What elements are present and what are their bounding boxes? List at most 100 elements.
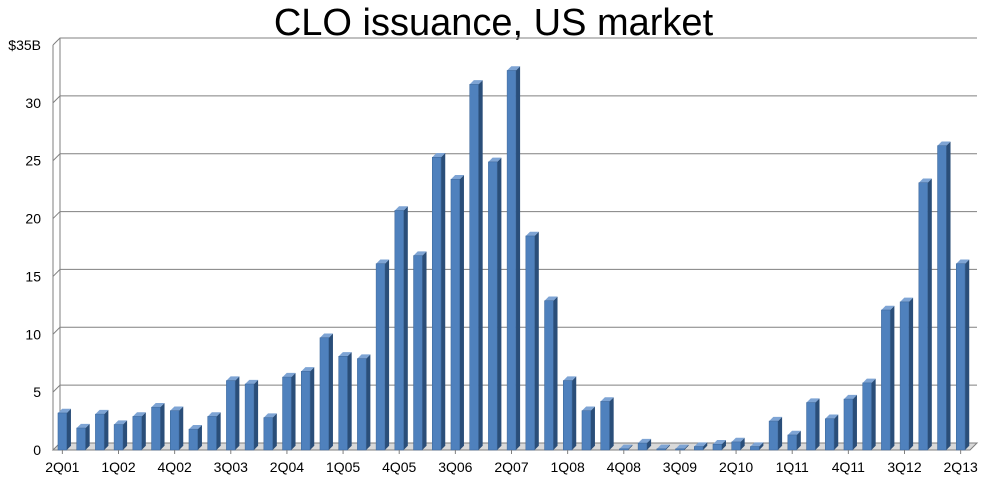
bar-side: [179, 406, 184, 450]
bar-top: [469, 80, 483, 85]
y-tick-label: 25: [25, 153, 41, 169]
bar: [731, 441, 741, 451]
bar: [862, 382, 872, 451]
bar: [469, 84, 479, 451]
bar-side: [235, 376, 240, 450]
y-tick-label: 5: [33, 384, 41, 400]
bar-top: [563, 376, 577, 381]
bar-top: [862, 378, 876, 383]
bar-side: [721, 440, 726, 450]
bar-top: [956, 259, 970, 264]
bar: [656, 448, 666, 451]
bar: [300, 371, 311, 451]
bar-top: [694, 442, 708, 447]
bar-side: [665, 444, 670, 450]
bar-side: [646, 438, 652, 450]
bar-top: [319, 333, 333, 338]
bar: [76, 427, 86, 451]
bar-side: [834, 414, 839, 450]
bar: [151, 406, 161, 451]
y-tick-label: 20: [25, 211, 41, 227]
gridline: [52, 153, 977, 162]
bar-top: [376, 259, 390, 264]
x-tick-label: 2Q10: [719, 459, 753, 475]
bar: [450, 178, 461, 451]
gridline: [52, 95, 977, 104]
bar-top: [619, 444, 633, 449]
bar: [637, 442, 648, 451]
x-tick-label: 1Q02: [101, 459, 135, 475]
gridline: [52, 268, 977, 277]
bar: [413, 255, 423, 451]
y-tick-label: 10: [25, 326, 41, 342]
bar-side: [497, 157, 502, 450]
bar-top: [263, 413, 277, 418]
bar-side: [384, 259, 390, 450]
bar: [712, 443, 723, 451]
bar-side: [104, 409, 109, 450]
bar-top: [170, 406, 184, 411]
bar-top: [282, 372, 296, 378]
bar-side: [590, 406, 595, 450]
bar-top: [151, 402, 165, 408]
bar: [488, 161, 498, 451]
bar-top: [488, 157, 502, 162]
bar-top: [245, 379, 259, 385]
x-tick-label: 3Q12: [887, 459, 921, 475]
x-tick-label: 4Q02: [158, 459, 192, 475]
bar-top: [132, 412, 146, 417]
bar: [226, 380, 236, 451]
bar-top: [600, 397, 614, 402]
bar: [937, 145, 947, 451]
bar: [750, 446, 760, 451]
bar: [394, 210, 404, 451]
bar-side: [890, 305, 895, 450]
bar-side: [927, 178, 932, 450]
bar-top: [656, 444, 670, 449]
bar: [244, 383, 255, 451]
bar-top: [338, 352, 352, 357]
gridline: [52, 384, 977, 393]
bar-top: [937, 141, 951, 146]
bar-side: [122, 420, 128, 450]
bar: [169, 410, 180, 451]
bar: [806, 402, 816, 451]
bar-side: [703, 442, 708, 450]
bar-side: [553, 296, 558, 450]
bar-top: [413, 251, 427, 256]
gridline: [52, 326, 977, 335]
gridline: [52, 37, 977, 46]
bar-side: [459, 175, 464, 450]
bar-top: [76, 423, 90, 429]
bar-side: [871, 378, 876, 450]
x-tick-label: 3Q03: [214, 459, 248, 475]
bar: [357, 358, 367, 451]
bar: [918, 182, 928, 451]
bar-side: [609, 397, 614, 450]
bar-side: [160, 402, 165, 450]
bar: [768, 420, 779, 451]
bar-top: [712, 440, 726, 445]
bar-side: [965, 259, 970, 450]
bar-top: [806, 398, 820, 403]
bar: [338, 356, 348, 451]
x-tick-label: 3Q09: [663, 459, 697, 475]
bar: [899, 301, 910, 451]
bar: [95, 413, 105, 451]
bar-top: [188, 424, 202, 430]
bar: [955, 263, 966, 451]
bar-side: [66, 408, 71, 450]
bar-top: [843, 394, 857, 400]
bar: [319, 337, 330, 451]
gridline: [52, 211, 977, 219]
bar-top: [394, 206, 408, 211]
y-tick-label: 15: [25, 268, 41, 284]
bar: [824, 418, 835, 451]
bar: [843, 398, 854, 451]
chart-title: CLO issuance, US market: [273, 2, 714, 44]
bar: [506, 70, 517, 451]
bar-side: [534, 231, 539, 450]
bar-top: [900, 297, 914, 302]
bar: [881, 309, 891, 451]
bar-side: [628, 444, 633, 450]
